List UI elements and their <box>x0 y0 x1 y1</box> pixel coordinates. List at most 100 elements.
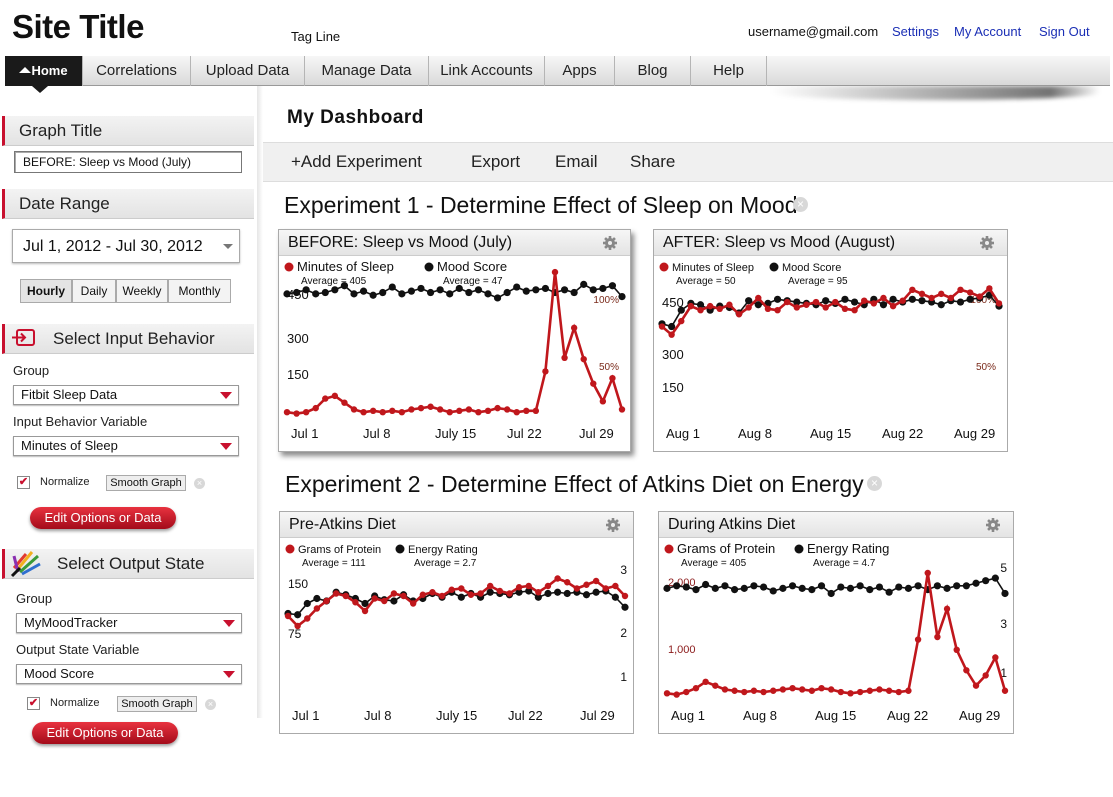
x-tick: Aug 15 <box>810 426 851 441</box>
data-point <box>943 584 951 592</box>
nav-home[interactable]: Home <box>5 56 83 86</box>
data-point <box>371 595 378 602</box>
settings-link[interactable]: Settings <box>892 24 939 39</box>
share-button[interactable]: Share <box>630 152 676 171</box>
data-point <box>618 406 626 413</box>
chart-svg: Grams of Protein Average = 405 Energy Rati… <box>663 518 1009 723</box>
granularity-daily[interactable]: Daily <box>72 279 116 303</box>
add-experiment-button[interactable]: +Add Experiment <box>291 152 422 171</box>
data-point <box>599 284 607 293</box>
data-point <box>658 323 666 330</box>
sign-out-link[interactable]: Sign Out <box>1039 24 1090 39</box>
data-point <box>352 599 359 606</box>
data-point <box>458 585 465 592</box>
email-button[interactable]: Email <box>555 152 598 171</box>
output-variable-value: Mood Score <box>24 666 95 681</box>
output-variable-select[interactable]: Mood Score <box>16 664 242 684</box>
data-point <box>513 409 520 416</box>
data-point <box>764 305 772 313</box>
legend-marker <box>395 544 405 554</box>
data-point <box>506 590 513 597</box>
date-range-select[interactable]: Jul 1, 2012 - Jul 30, 2012 <box>12 229 240 263</box>
granularity-monthly[interactable]: Monthly <box>168 279 231 303</box>
date-range-value: Jul 1, 2012 - Jul 30, 2012 <box>23 238 203 255</box>
close-icon[interactable]: × <box>867 476 882 491</box>
nav-apps[interactable]: Apps <box>545 56 615 86</box>
data-point <box>673 582 681 590</box>
nav-blog[interactable]: Blog <box>615 56 691 86</box>
data-point <box>465 288 473 297</box>
gear-icon[interactable] <box>603 236 617 250</box>
y-tick-left: 300 <box>662 347 684 362</box>
x-tick: Aug 29 <box>954 426 995 441</box>
legend-marker <box>424 262 434 272</box>
input-edit-options-button[interactable]: Edit Options or Data <box>30 507 176 529</box>
granularity-hourly[interactable]: Hourly <box>20 279 72 303</box>
nav-manage-data[interactable]: Manage Data <box>305 56 429 86</box>
data-point <box>390 590 398 597</box>
data-point <box>808 687 816 694</box>
x-tick: Aug 8 <box>738 426 772 441</box>
input-smooth-graph-button[interactable]: Smooth Graph <box>106 475 186 491</box>
data-point <box>487 582 494 590</box>
data-point <box>398 409 406 416</box>
nav-correlations[interactable]: Correlations <box>83 56 191 86</box>
input-variable-select[interactable]: Minutes of Sleep <box>13 436 239 456</box>
input-variable-label: Input Behavior Variable <box>13 414 148 429</box>
data-point <box>573 585 581 592</box>
data-point <box>875 583 884 591</box>
data-point <box>779 686 787 693</box>
gear-icon[interactable] <box>606 518 620 532</box>
legend-marker <box>285 544 295 554</box>
x-tick: Aug 29 <box>959 708 1000 723</box>
data-point <box>541 284 550 293</box>
data-point <box>294 622 301 630</box>
data-point <box>692 685 700 692</box>
output-group-value: MyMoodTracker <box>24 615 118 630</box>
data-point <box>851 307 858 314</box>
data-point <box>323 597 330 605</box>
nav-link-accounts[interactable]: Link Accounts <box>429 56 545 86</box>
x-tick: Jul 8 <box>363 426 390 441</box>
close-icon[interactable]: × <box>194 478 205 489</box>
output-normalize-checkbox[interactable]: ✔ <box>27 697 40 710</box>
x-tick: Jul 8 <box>364 708 391 723</box>
close-icon[interactable]: × <box>205 699 216 710</box>
input-group-select[interactable]: Fitbit Sleep Data <box>13 385 239 405</box>
output-edit-options-button[interactable]: Edit Options or Data <box>32 722 178 744</box>
gear-icon[interactable] <box>986 518 1000 532</box>
data-point <box>436 286 444 294</box>
data-point <box>542 368 549 375</box>
data-point <box>668 331 675 338</box>
data-point <box>369 291 377 299</box>
my-account-link[interactable]: My Account <box>954 24 1022 39</box>
tagline: Tag Line <box>291 29 341 44</box>
data-point <box>818 685 825 692</box>
data-point <box>663 690 671 697</box>
data-point <box>493 294 502 302</box>
dropdown-arrow-icon <box>220 392 232 399</box>
data-point <box>943 605 951 613</box>
output-smooth-graph-button[interactable]: Smooth Graph <box>117 696 197 712</box>
data-point <box>895 583 903 591</box>
granularity-weekly[interactable]: Weekly <box>116 279 168 303</box>
graph-title-input[interactable]: BEFORE: Sleep vs Mood (July) <box>14 151 242 173</box>
data-point <box>283 290 291 298</box>
legend-label: Energy Rating <box>807 541 889 556</box>
close-icon[interactable]: × <box>793 197 808 212</box>
nav-help[interactable]: Help <box>691 56 767 86</box>
data-point <box>534 593 542 601</box>
data-point <box>322 395 329 402</box>
export-button[interactable]: Export <box>471 152 521 171</box>
data-point <box>350 290 358 298</box>
gear-icon[interactable] <box>980 236 994 250</box>
data-point <box>474 286 483 294</box>
legend-label: Mood Score <box>782 262 841 274</box>
input-normalize-checkbox[interactable]: ✔ <box>17 476 30 489</box>
data-point <box>956 298 965 306</box>
x-tick: Jul 29 <box>579 426 614 441</box>
data-point <box>544 582 552 590</box>
nav-upload-data[interactable]: Upload Data <box>191 56 305 86</box>
output-group-select[interactable]: MyMoodTracker <box>16 613 242 633</box>
data-point <box>721 582 729 590</box>
